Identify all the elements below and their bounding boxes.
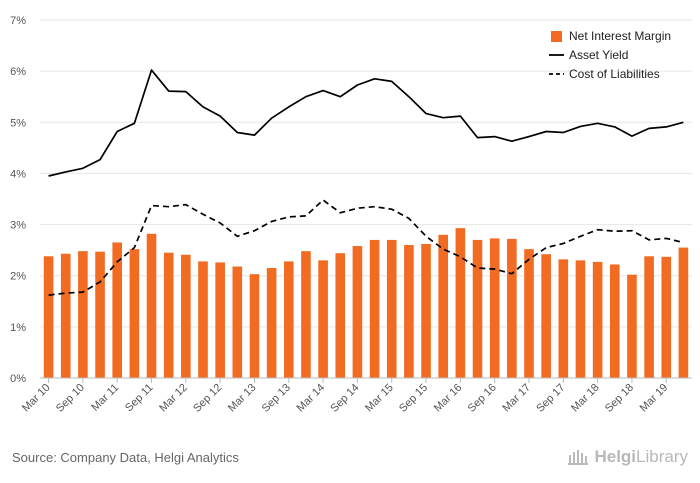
bar [507, 238, 517, 378]
bar [609, 264, 620, 378]
y-axis: 0% 1% 2% 3% 4% 5% 6% 7% [10, 15, 26, 385]
bar [198, 261, 208, 378]
line-series [48, 69, 684, 296]
bar [301, 251, 311, 378]
bar [386, 239, 397, 378]
bar [489, 238, 500, 378]
x-tick-label: Mar 11 [89, 382, 121, 414]
bar [421, 244, 431, 378]
bar [266, 268, 277, 378]
bar [438, 234, 449, 378]
legend-label: Asset Yield [569, 48, 628, 62]
y-tick-label: 0% [10, 373, 26, 385]
bar [318, 260, 328, 378]
y-tick-label: 6% [10, 66, 26, 78]
bar [78, 251, 88, 378]
bar [249, 274, 260, 378]
helgi-library-logo: HelgiLibrary [567, 447, 688, 467]
bar [283, 261, 294, 378]
legend-swatch-bar [551, 31, 562, 42]
x-tick-label: Mar 19 [638, 382, 671, 415]
x-tick-label: Sep 17 [534, 382, 567, 415]
source-note: Source: Company Data, Helgi Analytics [12, 450, 239, 465]
bar-series-net-interest-margin [43, 228, 689, 378]
bar [541, 254, 551, 378]
bar [335, 253, 346, 378]
bar [352, 246, 363, 378]
logo-text-bold: Helgi [594, 447, 637, 466]
x-tick-label: Sep 14 [328, 382, 361, 415]
x-tick-label: Mar 18 [569, 382, 602, 415]
x-tick-label: Mar 13 [226, 382, 259, 415]
bar [163, 252, 174, 378]
x-tick-label: Mar 17 [500, 382, 533, 415]
bar [404, 245, 414, 378]
y-tick-label: 5% [10, 117, 26, 129]
x-tick-label: Sep 11 [123, 382, 156, 415]
line-cost-of-liabilities [48, 199, 684, 296]
bar [43, 256, 54, 378]
y-tick-label: 2% [10, 271, 26, 283]
x-tick-label: Sep 10 [54, 382, 87, 415]
legend-label: Net Interest Margin [569, 29, 671, 43]
x-axis: Mar 10 Sep 10 Mar 11 Sep 11 Mar 12 Sep 12 Mar … [20, 378, 670, 415]
bar [232, 266, 243, 378]
bar [455, 228, 466, 378]
bar [112, 242, 123, 378]
bar [369, 239, 380, 378]
bar [524, 249, 534, 378]
library-icon [568, 450, 589, 465]
bar [592, 261, 603, 378]
y-tick-label: 7% [10, 15, 26, 27]
bar [181, 254, 191, 378]
bar [129, 249, 140, 378]
y-tick-label: 1% [10, 322, 26, 334]
x-tick-label: Mar 14 [295, 382, 328, 415]
legend-label: Cost of Liabilities [569, 67, 660, 81]
x-tick-label: Sep 12 [191, 382, 224, 415]
y-tick-label: 4% [10, 168, 26, 180]
bar [644, 256, 654, 378]
x-tick-label: Mar 16 [432, 382, 465, 415]
bar [627, 274, 637, 378]
x-tick-label: Mar 10 [20, 382, 53, 415]
bar [678, 247, 689, 378]
y-tick-label: 3% [10, 220, 26, 232]
logo-text-regular: Library [636, 447, 688, 466]
x-tick-label: Mar 15 [363, 382, 396, 415]
line-asset-yield [48, 69, 684, 177]
x-tick-label: Mar 12 [157, 382, 190, 415]
bar [575, 260, 586, 378]
bar [60, 253, 71, 378]
x-tick-label: Sep 15 [397, 382, 430, 415]
bar [146, 233, 157, 378]
bar [95, 251, 105, 378]
bar [472, 239, 483, 378]
bar [558, 259, 569, 378]
legend: Net Interest Margin Asset Yield Cost of Li… [549, 29, 671, 81]
x-tick-label: Sep 13 [260, 382, 293, 415]
bar [215, 262, 225, 378]
x-tick-label: Sep 18 [603, 382, 636, 415]
x-tick-label: Sep 16 [466, 382, 499, 415]
chart: 0%1%2%3%4%5%6%7% Mar 10 Sep 10 Mar 11 Sep 1… [10, 15, 692, 415]
bar [661, 256, 672, 378]
